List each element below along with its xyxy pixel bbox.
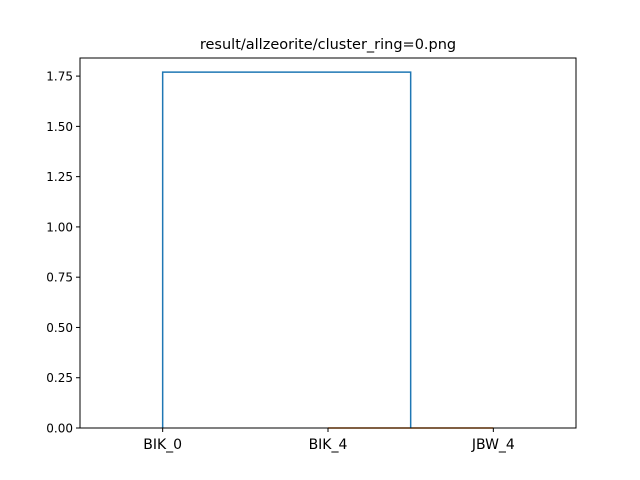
y-tick-label: 1.00: [46, 220, 73, 234]
y-tick-label: 1.25: [46, 170, 73, 184]
x-tick-label: BIK_0: [143, 437, 182, 453]
y-tick-label: 1.50: [46, 120, 73, 134]
y-tick-label: 1.75: [46, 70, 73, 84]
y-axis: 0.00 0.25 0.50 0.75 1.00 1.25 1.50 1.75: [46, 70, 80, 436]
chart-title: result/allzeorite/cluster_ring=0.png: [200, 37, 456, 53]
y-tick-label: 0.25: [46, 371, 73, 385]
x-tick-label: JBW_4: [471, 437, 515, 453]
dendrogram-links: [161, 71, 494, 429]
y-tick-label: 0.75: [46, 271, 73, 285]
y-tick-label: 0.00: [46, 422, 73, 436]
plot-frame: [79, 57, 577, 429]
x-tick-label: BIK_4: [309, 437, 348, 453]
x-axis: BIK_0 BIK_4 JBW_4: [143, 428, 515, 453]
y-tick-label: 0.50: [46, 321, 73, 335]
dendrogram-link-1: [161, 71, 412, 428]
